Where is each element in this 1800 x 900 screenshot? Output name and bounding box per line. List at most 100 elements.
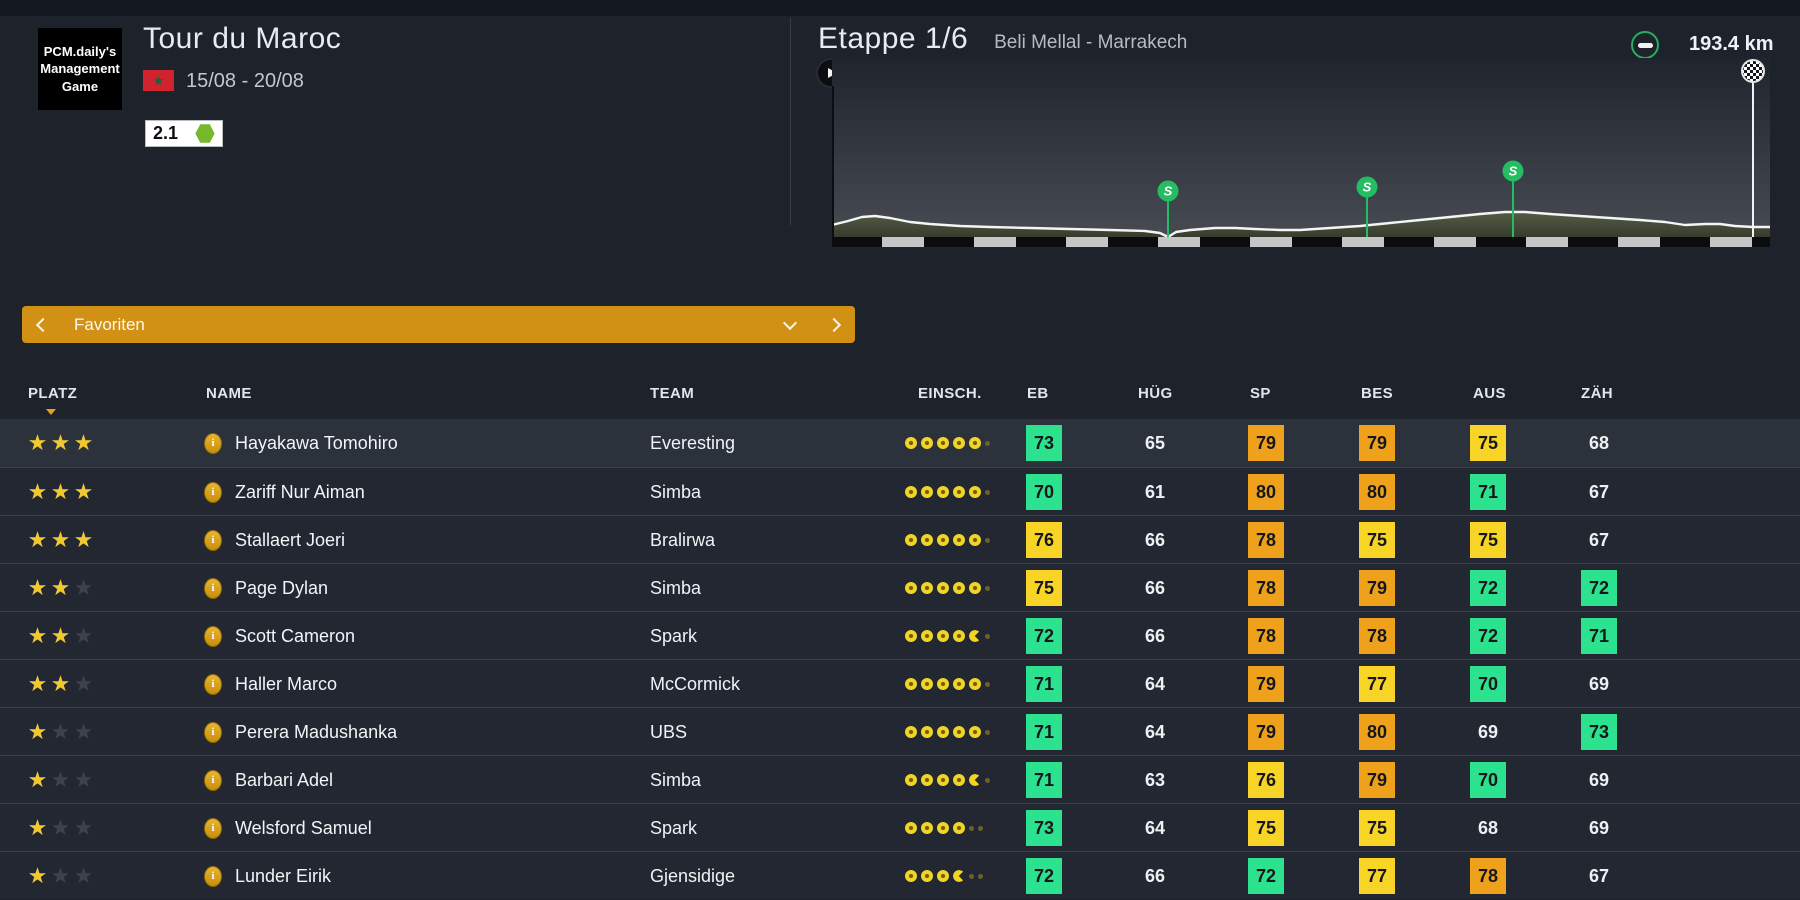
- stat-zah: 69: [1588, 673, 1610, 694]
- table-body: Hayakawa Tomohiro Everesting 73 65 79 79 75 68 Z…: [0, 419, 1800, 899]
- star-icon: [72, 815, 95, 841]
- stat-aus: 70: [1470, 666, 1506, 702]
- rating-dot: [937, 534, 949, 546]
- sprint-marker-icon: [1502, 160, 1524, 182]
- rider-info[interactable]: [204, 660, 222, 708]
- info-icon[interactable]: [204, 865, 222, 887]
- star-icon: [49, 479, 72, 505]
- table-row[interactable]: Perera Madushanka UBS 71 64 79 80 69 73: [0, 707, 1800, 755]
- rider-info[interactable]: [204, 564, 222, 612]
- next-page-icon[interactable]: [826, 317, 842, 332]
- column-header-eb[interactable]: EB: [1027, 385, 1049, 402]
- stage-header: Etappe 1/6 Beli Mellal - Marrakech: [818, 22, 1187, 56]
- rider-name: Lunder Eirik: [235, 865, 332, 886]
- stat-zah: 69: [1588, 769, 1610, 790]
- team-name: UBS: [650, 721, 688, 742]
- table-row[interactable]: Page Dylan Simba 75 66 78 79 72 72: [0, 563, 1800, 611]
- rider-info[interactable]: [204, 708, 222, 756]
- stage-title: Etappe 1/6: [818, 22, 969, 55]
- star-icon: [49, 767, 72, 793]
- favorite-stars: [26, 708, 95, 756]
- rider-info[interactable]: [204, 468, 222, 516]
- rider-info[interactable]: [204, 756, 222, 804]
- rating-dot: [969, 726, 981, 738]
- column-header-team[interactable]: TEAM: [650, 385, 695, 402]
- stat-eb: 72: [1026, 618, 1062, 654]
- table-row[interactable]: Hayakawa Tomohiro Everesting 73 65 79 79 75 68: [0, 419, 1800, 467]
- table-row[interactable]: Barbari Adel Simba 71 63 76 79 70 69: [0, 755, 1800, 803]
- team-name: Spark: [650, 625, 698, 646]
- prev-page-icon[interactable]: [35, 317, 51, 332]
- star-icon: [26, 527, 49, 553]
- column-header-zah[interactable]: ZÄH: [1581, 385, 1614, 402]
- column-header-aus[interactable]: AUS: [1473, 385, 1506, 402]
- dropdown-caret-icon[interactable]: [782, 315, 798, 330]
- stat-bes: 77: [1359, 666, 1395, 702]
- column-header-einsch[interactable]: EINSCH.: [918, 385, 982, 402]
- rating-dot: [969, 825, 974, 831]
- table-row[interactable]: Zariff Nur Aiman Simba 70 61 80 80 71 67: [0, 467, 1800, 515]
- rating-dot: [969, 873, 974, 879]
- stat-sp: 80: [1248, 474, 1284, 510]
- column-header-sp[interactable]: SP: [1250, 385, 1271, 402]
- rating-dot: [985, 585, 990, 591]
- rating-dot: [937, 774, 949, 786]
- favorites-selector-bar[interactable]: Favoriten: [22, 306, 855, 343]
- info-icon[interactable]: [204, 721, 222, 743]
- flat-stage-icon: [1631, 31, 1659, 59]
- svg-text:S: S: [1363, 180, 1372, 195]
- stat-bes: 78: [1359, 618, 1395, 654]
- info-icon[interactable]: [204, 577, 222, 599]
- rating-dot: [937, 822, 949, 834]
- rider-info[interactable]: [204, 852, 222, 900]
- pcm-daily-logo: PCM.daily's Management Game: [38, 28, 122, 110]
- info-icon[interactable]: [204, 432, 222, 454]
- rider-name: Zariff Nur Aiman: [235, 481, 365, 502]
- info-icon[interactable]: [204, 769, 222, 791]
- sprint-marker-icon: [1356, 176, 1378, 198]
- info-icon[interactable]: [204, 481, 222, 503]
- star-icon: [49, 527, 72, 553]
- stat-hug: 66: [1144, 865, 1166, 886]
- stat-eb: 72: [1026, 858, 1062, 894]
- column-header-hug[interactable]: HÜG: [1138, 385, 1173, 402]
- finish-flag-icon: [1743, 61, 1763, 81]
- rating-dot: [921, 630, 933, 642]
- star-icon: [72, 479, 95, 505]
- stat-zah: 71: [1581, 618, 1617, 654]
- info-icon[interactable]: [204, 529, 222, 551]
- column-header-name[interactable]: NAME: [206, 385, 252, 402]
- stat-aus: 72: [1470, 618, 1506, 654]
- rating-dot: [905, 486, 917, 498]
- stat-hug: 64: [1144, 673, 1166, 694]
- star-icon: [26, 671, 49, 697]
- stat-eb: 71: [1026, 666, 1062, 702]
- rider-info[interactable]: [204, 516, 222, 564]
- rider-info[interactable]: [204, 612, 222, 660]
- rating-dot: [921, 486, 933, 498]
- table-row[interactable]: Stallaert Joeri Bralirwa 76 66 78 75 75 67: [0, 515, 1800, 563]
- table-row[interactable]: Welsford Samuel Spark 73 64 75 75 68 69: [0, 803, 1800, 851]
- info-icon[interactable]: [204, 817, 222, 839]
- rating-dot: [937, 678, 949, 690]
- stat-bes: 79: [1359, 570, 1395, 606]
- table-row[interactable]: Haller Marco McCormick 71 64 79 77 70 69: [0, 659, 1800, 707]
- table-row[interactable]: Lunder Eirik Gjensidige 72 66 72 77 78 67: [0, 851, 1800, 899]
- info-icon[interactable]: [204, 625, 222, 647]
- rating-dot: [953, 582, 965, 594]
- star-icon: [72, 430, 95, 456]
- rider-name: Welsford Samuel: [235, 817, 372, 838]
- stat-zah: 67: [1588, 865, 1610, 886]
- column-header-bes[interactable]: BES: [1361, 385, 1394, 402]
- rating-dot: [978, 873, 983, 879]
- rider-info[interactable]: [204, 419, 222, 467]
- stat-zah: 68: [1588, 432, 1610, 453]
- table-row[interactable]: Scott Cameron Spark 72 66 78 78 72 71: [0, 611, 1800, 659]
- team-name: Simba: [650, 769, 702, 790]
- rating-dot: [985, 537, 990, 543]
- star-icon: [26, 767, 49, 793]
- info-icon[interactable]: [204, 673, 222, 695]
- column-header-platz[interactable]: PLATZ: [28, 385, 78, 402]
- rating-dot: [921, 870, 933, 882]
- rider-info[interactable]: [204, 804, 222, 852]
